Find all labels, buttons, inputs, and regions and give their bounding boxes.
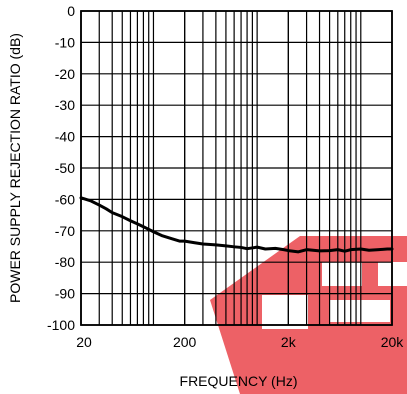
y-tick-label: -40	[55, 129, 75, 145]
plot-frame	[80, 10, 393, 326]
y-tick-label: -80	[55, 254, 75, 270]
y-tick-label: -10	[55, 34, 75, 50]
y-tick-label: -70	[55, 223, 75, 239]
y-tick-label: -30	[55, 97, 75, 113]
watermark-cutout	[322, 262, 362, 286]
axis-titles: FREQUENCY (Hz) POWER SUPPLY REJECTION RA…	[7, 33, 297, 389]
y-tick-label: -90	[55, 286, 75, 302]
x-tick-label: 2k	[281, 334, 297, 350]
y-axis-title: POWER SUPPLY REJECTION RATIO (dB)	[7, 33, 23, 303]
y-tick-label: -20	[55, 66, 75, 82]
x-tick-label: 20k	[381, 334, 405, 350]
plot-border	[80, 10, 393, 326]
y-tick-label: -60	[55, 191, 75, 207]
y-tick-label: 0	[67, 3, 75, 19]
x-axis-title: FREQUENCY (Hz)	[180, 373, 298, 389]
y-tick-label: -100	[47, 317, 75, 333]
x-tick-label: 200	[173, 334, 197, 350]
watermark-logo	[210, 236, 407, 394]
watermark-cutout	[262, 295, 308, 329]
series-line-0	[79, 196, 394, 254]
watermark-cutout	[330, 300, 390, 322]
chart-series-layer	[79, 196, 394, 254]
x-tick-label: 20	[76, 334, 92, 350]
y-tick-label: -50	[55, 160, 75, 176]
